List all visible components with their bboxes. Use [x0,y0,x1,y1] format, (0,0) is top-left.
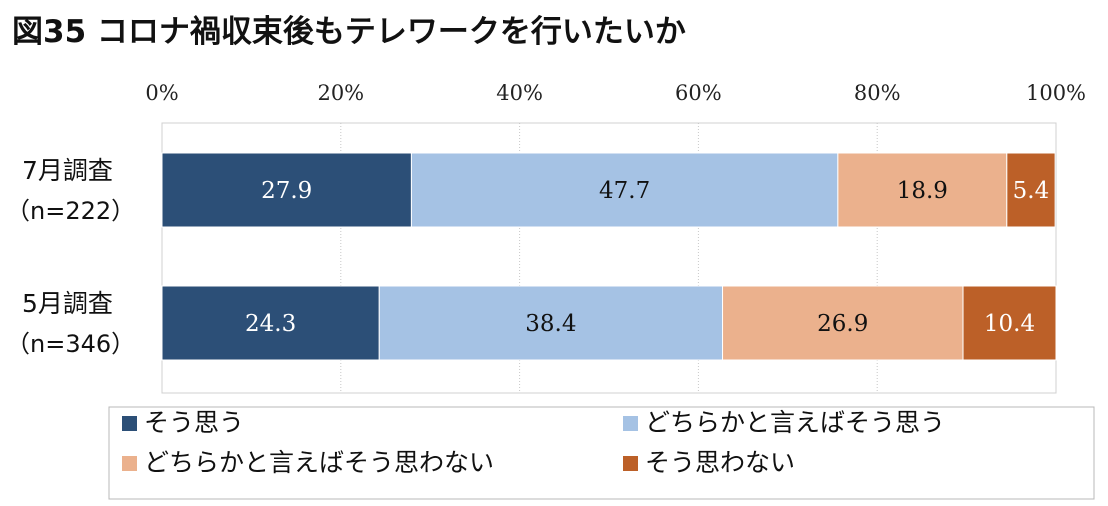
legend-swatch [122,416,137,431]
data-label: 27.9 [261,178,312,204]
legend-label: どちらかと言えばそう思わない [144,448,494,477]
x-tick-label: 40% [496,81,543,105]
category-n-label: （n=346） [6,330,135,358]
x-tick-label: 20% [317,81,364,105]
legend-label: どちらかと言えばそう思う [645,408,945,437]
bar-segment [161,152,412,228]
legend-swatch [623,456,638,471]
legend-label: そう思わない [645,448,795,477]
legend-box [108,406,1095,500]
legend-label: そう思う [144,408,244,437]
data-label: 18.9 [897,178,948,204]
x-tick-label: 80% [854,81,901,105]
bar-segment [378,285,724,361]
bar-segment [962,285,1057,361]
legend-swatch [122,456,137,471]
x-tick-label: 100% [1026,81,1086,105]
bar-segment [722,285,964,361]
legend-swatch [623,416,638,431]
data-label: 24.3 [245,311,296,337]
data-label: 10.4 [984,311,1035,337]
bar-segment [161,285,380,361]
data-label: 38.4 [525,311,576,337]
x-tick-label: 60% [675,81,722,105]
chart-title: 図35 コロナ禍収束後もテレワークを行いたいか [12,14,686,50]
data-label: 5.4 [1013,178,1050,204]
category-labels: 7月調査 （n=222） 5月調査 （n=346） [6,156,135,358]
category-label: 5月調査 [22,289,113,318]
category-label: 7月調査 [22,156,113,185]
category-n-label: （n=222） [6,197,135,225]
bar-segment [410,152,839,228]
x-tick-label: 0% [145,81,178,105]
data-label: 47.7 [599,178,650,204]
bars: 27.9 47.7 18.9 5.4 24.3 38.4 26.9 10.4 [161,152,1057,361]
x-axis-ticks: 0% 20% 40% 60% 80% 100% [145,81,1086,105]
bar-segment [1006,152,1056,228]
bar-segment [837,152,1008,228]
data-label: 26.9 [817,311,868,337]
